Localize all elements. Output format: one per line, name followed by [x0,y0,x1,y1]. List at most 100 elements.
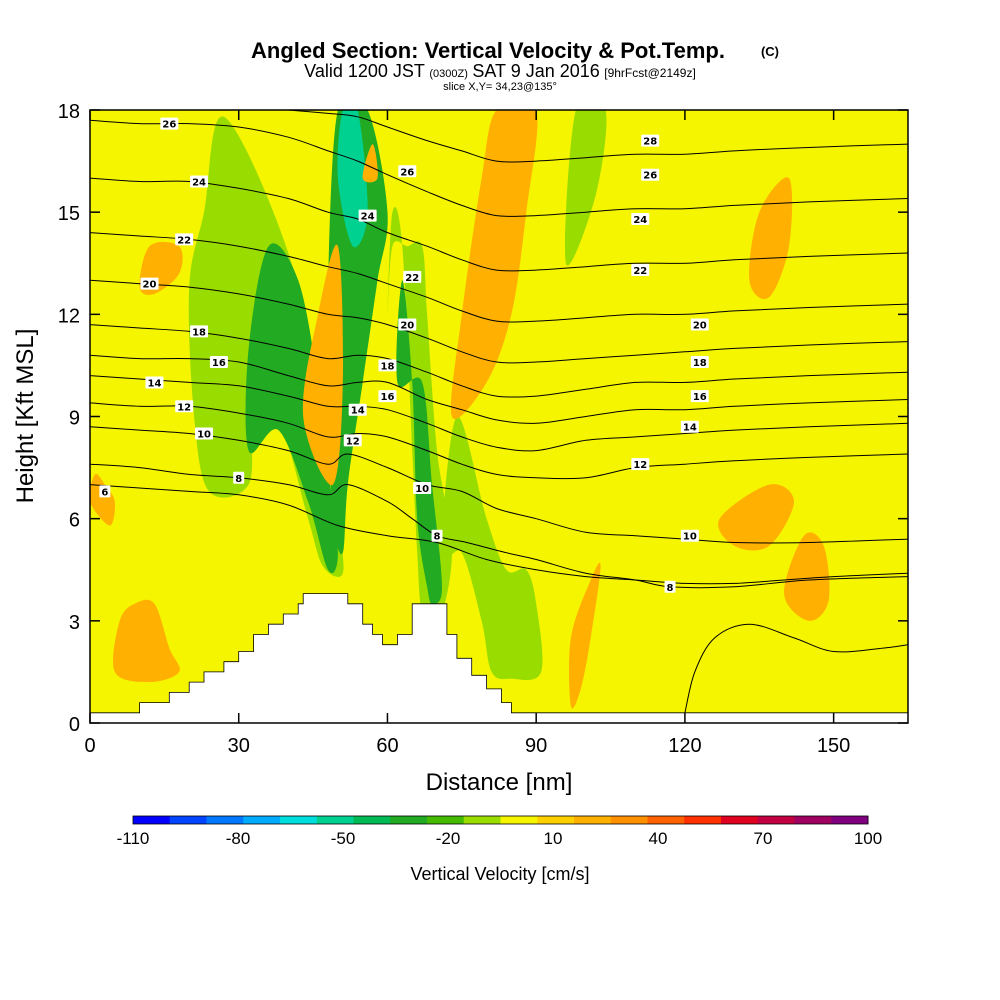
svg-text:14: 14 [147,378,161,389]
theta-contour-12 [90,402,908,480]
theta-contour-6 [90,484,908,585]
theta-contour-20 [90,279,908,364]
colorbar-swatch [537,816,575,824]
colorbar-outline [132,815,869,825]
velocity-region-14 [749,177,793,300]
colorbar-swatch [500,816,538,824]
colorbar-swatch [463,816,501,824]
svg-text:20: 20 [143,280,157,291]
colorbar-tick-label: 40 [649,829,668,848]
colorbar-swatch [316,816,354,824]
colorbar-swatch [243,816,281,824]
svg-text:8: 8 [235,474,242,485]
contour-label-14: 14 [348,403,367,417]
svg-text:12: 12 [177,402,191,413]
theta-contour-26 [90,119,908,217]
colorbar-tick-label: 70 [754,829,773,848]
svg-text:12: 12 [633,460,647,471]
theta-contour-22 [90,232,908,323]
svg-text:6: 6 [101,487,108,498]
colorbar-tick-label: -110 [117,829,150,848]
svg-text:10: 10 [683,532,697,543]
velocity-region-8 [450,110,538,419]
svg-text:16: 16 [380,392,394,403]
colorbar-tick-label: 10 [544,829,563,848]
colorbar-swatch [133,816,171,824]
velocity-region-10 [90,473,115,526]
contour-label-28: 28 [641,134,660,148]
velocity-region-5 [396,280,442,604]
svg-text:18: 18 [192,327,206,338]
contour-label-16: 16 [209,356,228,369]
x-tick-label: 60 [376,735,398,757]
svg-text:26: 26 [643,171,657,182]
svg-text:8: 8 [667,583,674,594]
contour-label-24: 24 [358,209,377,223]
contour-label-20: 20 [398,318,417,332]
colorbar: -110 -80 -50 -20 10 40 70 100 [117,815,882,848]
svg-text:14: 14 [683,423,697,434]
contour-label-26: 26 [641,168,660,182]
velocity-region-15 [784,532,830,621]
svg-text:22: 22 [177,235,191,246]
colorbar-label: Vertical Velocity [cm/s] [410,864,589,884]
contour-label-16: 16 [690,390,709,403]
theta-contour-10 [90,426,908,544]
svg-text:28: 28 [643,137,657,148]
colorbar-swatch [757,816,795,824]
svg-text:18: 18 [380,361,394,372]
svg-text:24: 24 [361,212,375,223]
colorbar-tick-label: -80 [226,829,251,848]
contour-label-10: 10 [680,529,699,543]
svg-text:10: 10 [415,484,429,495]
y-axis-label: Height [Kft MSL] [12,329,39,504]
contour-label-12: 12 [343,434,362,447]
contour-label-18: 18 [690,356,709,369]
contour-label-26: 26 [398,165,417,178]
colorbar-tick-label: -20 [436,829,461,848]
axis-ticks: 0 30 60 90 120 150 0 3 6 9 12 15 18 [58,101,908,757]
contour-label-10: 10 [413,482,432,495]
velocity-regions [90,110,830,709]
valid-utc: (0300Z) [429,68,468,80]
contour-label-22: 22 [175,233,194,246]
theta-contour-28 [288,110,908,163]
colorbar-swatch [206,816,244,824]
colorbar-swatch [169,816,207,824]
plot-area: 6 8 10 12 14 16 18 20 22 24 26 28 26 24 22 20 18 16 14 12 10… [90,110,908,723]
colorbar-swatch [831,816,869,824]
contour-label-20: 20 [140,277,159,291]
contour-label-18: 18 [190,325,209,338]
theta-contour-24 [90,177,908,272]
contour-label-24: 24 [631,212,650,226]
contour-label-24: 24 [190,175,209,189]
svg-text:18: 18 [693,358,707,369]
svg-text:16: 16 [212,358,226,369]
x-tick-label: 30 [228,735,250,757]
y-tick-label: 6 [69,510,80,532]
contour-label-14: 14 [145,376,164,389]
svg-text:10: 10 [197,430,211,441]
svg-text:16: 16 [693,392,707,403]
velocity-region-17 [362,144,378,183]
contour-labels: 6 8 10 12 14 16 18 20 22 24 26 28 26 24 22 20 18 16 14 12 10… [99,117,709,594]
y-tick-label: 9 [69,408,80,430]
colorbar-swatch [610,816,648,824]
theta-contour-14 [90,375,908,452]
contour-label-8: 8 [233,471,245,485]
velocity-region-9 [302,244,344,486]
contour-label-18: 18 [378,359,397,372]
theta-contour-unlabeled [684,623,908,713]
valid-prefix: Valid 1200 JST [304,61,425,81]
valid-date: SAT 9 Jan 2016 [472,61,599,81]
svg-text:22: 22 [405,273,419,284]
valid-fcst: [9hrFcst@2149z] [604,66,696,80]
contour-label-12: 12 [175,400,194,413]
x-axis-label: Distance [nm] [426,769,573,796]
svg-text:26: 26 [400,167,414,178]
x-tick-label: 120 [668,735,701,757]
svg-text:24: 24 [192,178,206,189]
colorbar-swatch [353,816,391,824]
contour-label-22: 22 [631,264,650,277]
